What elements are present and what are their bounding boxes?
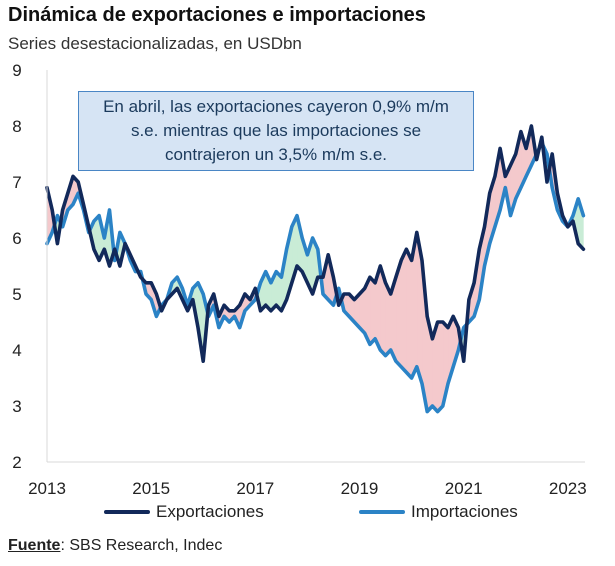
series-lines — [45, 124, 586, 414]
y-tick-label: 4 — [12, 341, 21, 360]
y-tick-label: 6 — [12, 229, 21, 248]
legend-swatch-exportaciones — [104, 510, 150, 514]
x-tick-label: 2017 — [236, 479, 274, 498]
source-label: Fuente — [8, 537, 61, 554]
x-tick-label: 2013 — [28, 479, 66, 498]
chart-subtitle: Series desestacionalizadas, en USDbn — [8, 34, 302, 53]
gap-fill-segment — [369, 276, 376, 346]
annotation-line-2: s.e. mientras que las importaciones se — [130, 121, 422, 140]
source-note: Fuente: SBS Research, Indec — [8, 537, 222, 555]
source-text: : SBS Research, Indec — [60, 537, 223, 554]
series-line-exportaciones — [45, 124, 586, 363]
legend-swatch-importaciones — [359, 510, 405, 514]
chart-legend: Exportaciones Importaciones — [0, 502, 615, 528]
legend-item-importaciones: Importaciones — [359, 502, 518, 522]
y-tick-label: 8 — [12, 117, 21, 136]
chart-plot: 2 3 4 5 6 7 8 9 2013 2015 2017 2019 2021 2023 — [12, 61, 586, 498]
y-tick-label: 5 — [12, 285, 21, 304]
annotation-box: En abril, las exportaciones cayeron 0,9%… — [78, 91, 474, 171]
gap-fill-segment — [406, 249, 412, 379]
legend-label-exportaciones: Exportaciones — [156, 502, 264, 521]
chart-axes: 2 3 4 5 6 7 8 9 2013 2015 2017 2019 2021 2023 — [12, 61, 586, 498]
x-tick-label: 2023 — [549, 479, 587, 498]
y-tick-label: 9 — [12, 61, 21, 80]
x-tick-label: 2015 — [132, 479, 170, 498]
y-tick-label: 3 — [12, 397, 21, 416]
gap-fill-segment — [437, 321, 444, 413]
chart-title: Dinámica de exportaciones e importacione… — [8, 4, 426, 26]
x-tick-label: 2021 — [445, 479, 483, 498]
gap-fill-segment — [400, 249, 407, 374]
legend-label-importaciones: Importaciones — [411, 502, 518, 521]
annotation-line-3: contrajeron un 3,5% m/m s.e. — [164, 145, 388, 164]
legend-item-exportaciones: Exportaciones — [104, 502, 264, 522]
x-tick-label: 2019 — [341, 479, 379, 498]
y-tick-label: 2 — [12, 453, 21, 472]
annotation-line-1: En abril, las exportaciones cayeron 0,9%… — [103, 97, 449, 116]
y-tick-label: 7 — [12, 173, 21, 192]
